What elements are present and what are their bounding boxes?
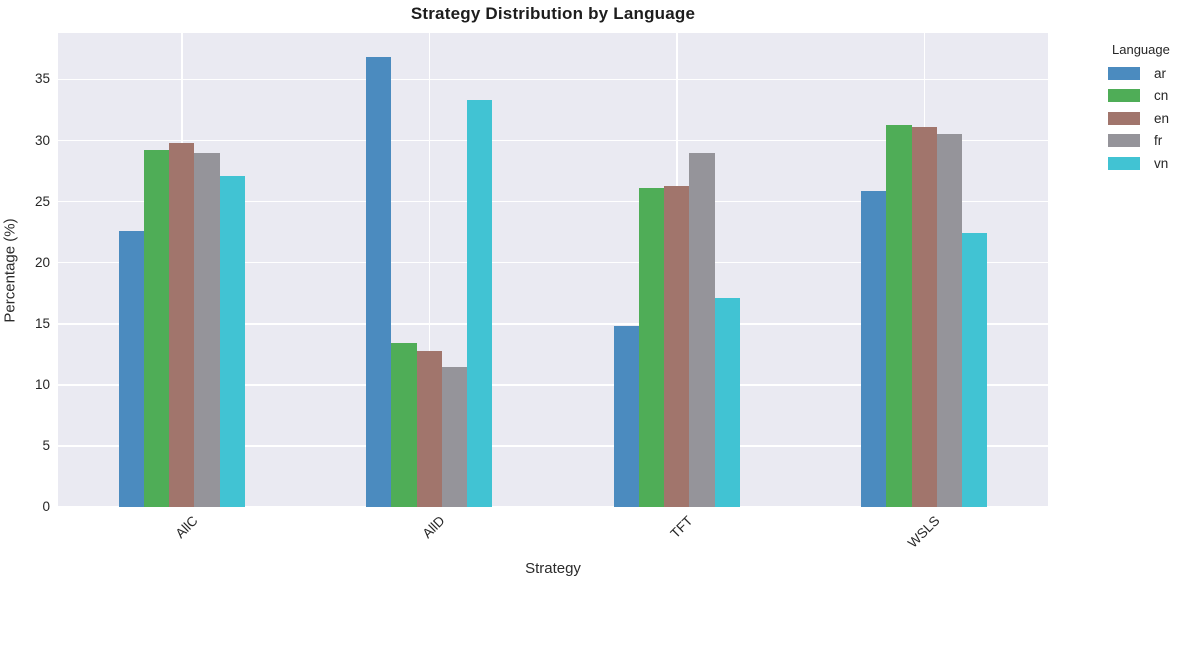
bar-ar-AllC — [118, 230, 144, 507]
x-tick-label-TFT: TFT — [667, 513, 696, 542]
plot-area — [58, 33, 1048, 507]
y-tick-label: 10 — [34, 376, 50, 392]
legend-entry-cn: cn — [1108, 88, 1192, 104]
gridline-horizontal — [58, 323, 1048, 325]
y-tick-label: 15 — [34, 315, 50, 331]
bar-cn-AllC — [143, 150, 170, 507]
bar-cn-AllD — [391, 343, 417, 507]
y-tick-label: 35 — [34, 71, 50, 87]
chart-title: Strategy Distribution by Language — [410, 4, 696, 23]
legend-swatch-icon — [1108, 66, 1140, 80]
y-tick-label: 5 — [42, 437, 50, 453]
legend-title: Language — [1112, 42, 1170, 57]
bar-ar-WSLS — [861, 190, 887, 507]
bar-vn-TFT — [714, 298, 740, 507]
bar-en-TFT — [664, 185, 690, 507]
bar-vn-WSLS — [962, 233, 988, 507]
legend-swatch-icon — [1108, 134, 1140, 147]
x-tick-label-WSLS: WSLS — [905, 513, 943, 551]
gridline-horizontal — [58, 506, 1048, 507]
x-tick-label-AllC: AllC — [172, 513, 201, 542]
figure: Strategy Distribution by Language 0 5 10 15… — [1, 4, 1192, 577]
gridline-horizontal — [58, 78, 1048, 81]
legend-label: ar — [1154, 65, 1167, 81]
bar-en-AllC — [169, 142, 195, 507]
bar-fr-TFT — [689, 152, 715, 507]
y-tick-label: 20 — [34, 254, 50, 270]
legend-label: cn — [1154, 88, 1169, 103]
bar-fr-WSLS — [936, 134, 963, 507]
bar-fr-AllD — [441, 366, 468, 507]
bar-en-WSLS — [911, 127, 937, 507]
gridline-horizontal — [58, 445, 1048, 447]
legend-entry-vn: vn — [1108, 155, 1192, 171]
legend-entry-en: en — [1108, 110, 1192, 126]
y-axis-label: Percentage (%) — [1, 218, 19, 323]
bar-fr-AllC — [194, 152, 220, 507]
legend-entry-ar: ar — [1108, 65, 1192, 81]
legend-swatch-icon — [1108, 156, 1140, 170]
x-axis-label: Strategy — [525, 560, 581, 577]
gridline-vertical — [428, 33, 430, 507]
legend-label: vn — [1154, 155, 1169, 171]
gridline-horizontal — [58, 384, 1048, 386]
legend-label: fr — [1154, 133, 1163, 148]
gridline-horizontal — [58, 261, 1048, 264]
bar-cn-TFT — [638, 188, 665, 507]
y-tick-label: 30 — [34, 132, 50, 148]
bar-vn-AllC — [219, 175, 245, 507]
legend-entry-fr: fr — [1108, 133, 1192, 149]
y-tick-label: 25 — [34, 193, 50, 209]
gridline-horizontal — [58, 200, 1048, 203]
bar-cn-WSLS — [886, 124, 912, 507]
bar-en-AllD — [416, 350, 442, 507]
legend-swatch-icon — [1108, 89, 1140, 102]
legend-entries: ar cn en fr vn — [1108, 65, 1192, 171]
bar-vn-AllD — [467, 100, 493, 507]
bar-ar-AllD — [366, 57, 392, 507]
legend: Language ar cn en fr vn — [1108, 42, 1192, 178]
y-tick-label: 0 — [42, 499, 50, 514]
x-tick-label-AllD: AllD — [419, 513, 448, 542]
legend-label: en — [1154, 110, 1170, 126]
bar-ar-TFT — [613, 326, 639, 507]
gridline-horizontal — [58, 139, 1048, 142]
legend-swatch-icon — [1108, 111, 1140, 125]
